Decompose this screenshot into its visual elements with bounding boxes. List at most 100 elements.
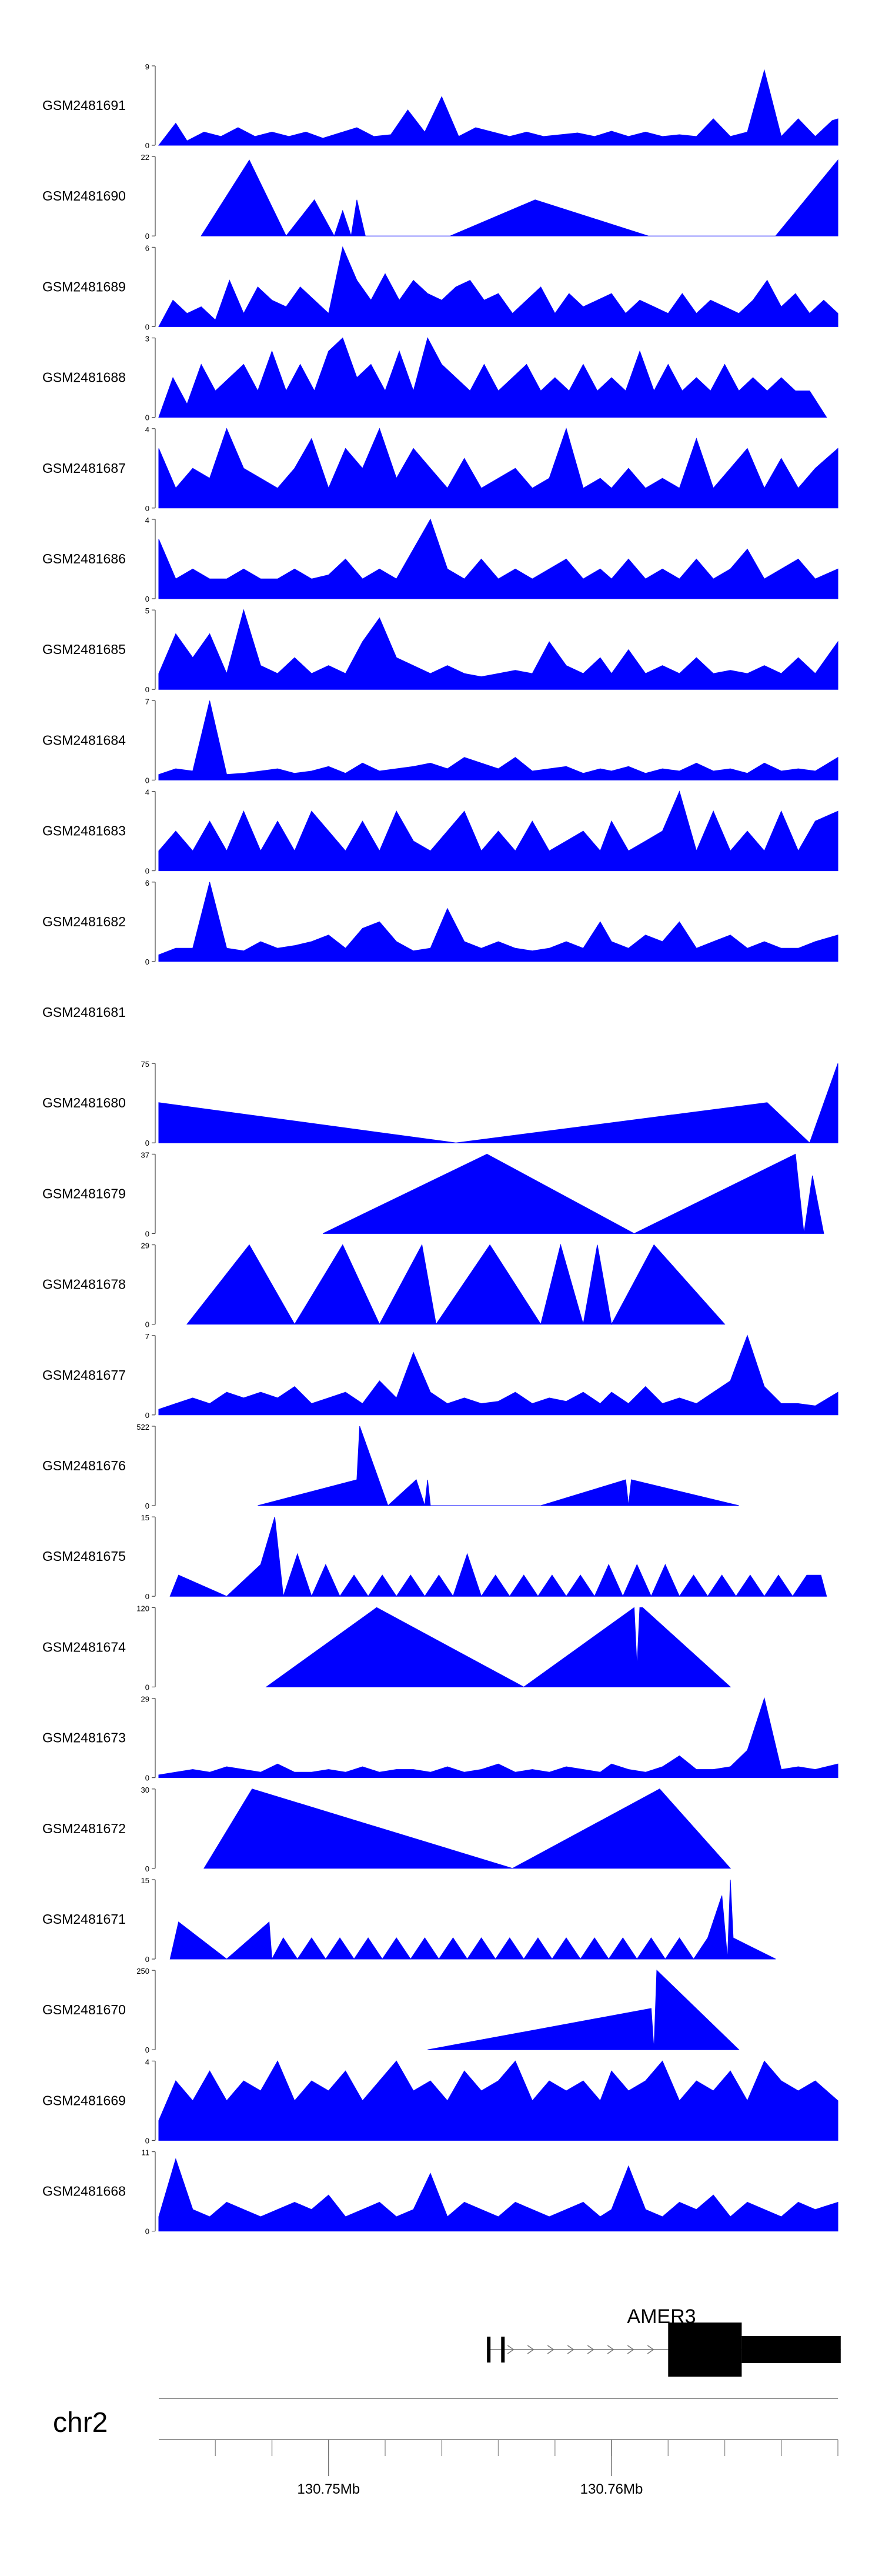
track-ymin-label: 0 — [145, 2227, 149, 2236]
strand-arrow — [527, 2345, 534, 2354]
track-GSM2481686: GSM2481686 4 0 — [42, 516, 838, 603]
track-ymax-label: 6 — [145, 879, 149, 887]
coverage-area — [158, 1697, 838, 1778]
major-tick-label: 130.76Mb — [580, 2481, 643, 2497]
coverage-area — [158, 69, 838, 146]
track-label: GSM2481687 — [42, 461, 126, 476]
track-label: GSM2481679 — [42, 1186, 126, 1201]
track-GSM2481687: GSM2481687 4 0 — [42, 425, 838, 513]
exon-1 — [487, 2337, 491, 2363]
strand-arrow — [647, 2345, 654, 2354]
exon-3 — [668, 2323, 742, 2377]
track-label: GSM2481683 — [42, 823, 126, 839]
track-ymin-label: 0 — [145, 867, 149, 876]
track-label: GSM2481677 — [42, 1367, 126, 1383]
track-ymin-label: 0 — [145, 2046, 149, 2054]
track-ymin-label: 0 — [145, 1411, 149, 1420]
track-GSM2481672: GSM2481672 30 0 — [42, 1786, 731, 1873]
track-label: GSM2481680 — [42, 1095, 126, 1110]
strand-arrow — [587, 2345, 594, 2354]
track-GSM2481691: GSM2481691 9 0 — [42, 62, 838, 150]
coverage-area — [158, 882, 838, 962]
genome-axis: chr2 130.75Mb 130.76Mb — [53, 2398, 838, 2497]
data-tracks: GSM248169190GSM2481690220GSM248168960GSM… — [42, 62, 838, 2236]
track-ymin-label: 0 — [145, 1139, 149, 1147]
track-ymax-label: 30 — [141, 1786, 149, 1794]
track-GSM2481669: GSM2481669 4 0 — [42, 2057, 838, 2145]
track-ymax-label: 37 — [141, 1150, 149, 1159]
coverage-area — [158, 337, 827, 418]
track-ymin-label: 0 — [145, 1592, 149, 1601]
track-GSM2481684: GSM2481684 7 0 — [42, 697, 838, 785]
track-ymax-label: 5 — [145, 606, 149, 615]
track-ymax-label: 15 — [141, 1876, 149, 1885]
coverage-area — [265, 1607, 731, 1687]
exon-4 — [741, 2336, 841, 2363]
track-GSM2481682: GSM2481682 6 0 — [42, 879, 838, 966]
track-GSM2481668: GSM2481668 11 0 — [42, 2148, 838, 2236]
coverage-area — [186, 1243, 726, 1326]
track-ymax-label: 29 — [141, 1242, 149, 1250]
track-label: GSM2481688 — [42, 370, 126, 385]
axis-lines — [159, 2398, 838, 2440]
coverage-area — [158, 518, 838, 599]
gene-annotation-track: AMER3 — [487, 2305, 841, 2377]
track-label: GSM2481678 — [42, 1277, 126, 1292]
track-label: GSM2481686 — [42, 551, 126, 566]
track-ymin-label: 0 — [145, 1501, 149, 1510]
strand-arrow — [547, 2345, 554, 2354]
track-ymax-label: 3 — [145, 335, 149, 343]
track-GSM2481678: GSM2481678 29 0 — [42, 1242, 726, 1329]
coverage-area — [322, 1153, 824, 1234]
coverage-area — [258, 1426, 739, 1506]
track-ymax-label: 4 — [145, 788, 149, 797]
coverage-area — [158, 1063, 838, 1144]
track-label: GSM2481674 — [42, 1639, 126, 1654]
track-ymax-label: 11 — [142, 2148, 150, 2157]
coverage-area — [158, 1334, 838, 1416]
track-label: GSM2481681 — [42, 1005, 126, 1020]
track-GSM2481677: GSM2481677 7 0 — [42, 1332, 838, 1420]
track-ymin-label: 0 — [145, 2136, 149, 2145]
track-label: GSM2481675 — [42, 1549, 126, 1564]
track-ymax-label: 4 — [145, 425, 149, 434]
coverage-area — [169, 1879, 776, 1960]
coverage-area — [201, 159, 838, 237]
track-label: GSM2481691 — [42, 98, 126, 113]
track-ymax-label: 29 — [141, 1695, 149, 1704]
coverage-area — [158, 790, 838, 872]
track-GSM2481671: GSM2481671 15 0 — [42, 1876, 776, 1964]
track-ymax-label: 522 — [136, 1423, 149, 1432]
coverage-area — [158, 609, 838, 690]
track-ymax-label: 4 — [145, 2057, 149, 2066]
track-ymin-label: 0 — [145, 595, 149, 603]
track-label: GSM2481668 — [42, 2184, 126, 2199]
coverage-area — [158, 428, 838, 509]
track-ymax-label: 4 — [145, 516, 149, 525]
track-label: GSM2481689 — [42, 279, 126, 294]
track-ymin-label: 0 — [145, 685, 149, 694]
track-ymin-label: 0 — [145, 1683, 149, 1691]
track-ymax-label: 120 — [136, 1604, 149, 1613]
track-ymin-label: 0 — [145, 141, 149, 150]
track-ymax-label: 15 — [141, 1513, 149, 1522]
coverage-area — [158, 700, 838, 780]
strand-arrow — [627, 2345, 634, 2354]
gene-model — [487, 2323, 841, 2377]
track-GSM2481676: GSM2481676 522 0 — [42, 1423, 739, 1510]
strand-arrow — [567, 2345, 574, 2354]
track-label: GSM2481673 — [42, 1730, 126, 1746]
track-ymin-label: 0 — [145, 776, 149, 785]
track-ymin-label: 0 — [145, 1320, 149, 1329]
strand-arrow — [507, 2345, 514, 2354]
strand-arrow — [607, 2345, 614, 2354]
track-GSM2481689: GSM2481689 6 0 — [42, 243, 838, 331]
track-ymax-label: 6 — [145, 243, 149, 252]
track-GSM2481683: GSM2481683 4 0 — [42, 788, 838, 876]
coverage-area — [158, 2060, 838, 2141]
track-label: GSM2481671 — [42, 1911, 126, 1927]
track-label: GSM2481676 — [42, 1458, 126, 1473]
track-label: GSM2481684 — [42, 732, 126, 748]
coverage-area — [158, 246, 838, 327]
track-ymin-label: 0 — [145, 504, 149, 513]
